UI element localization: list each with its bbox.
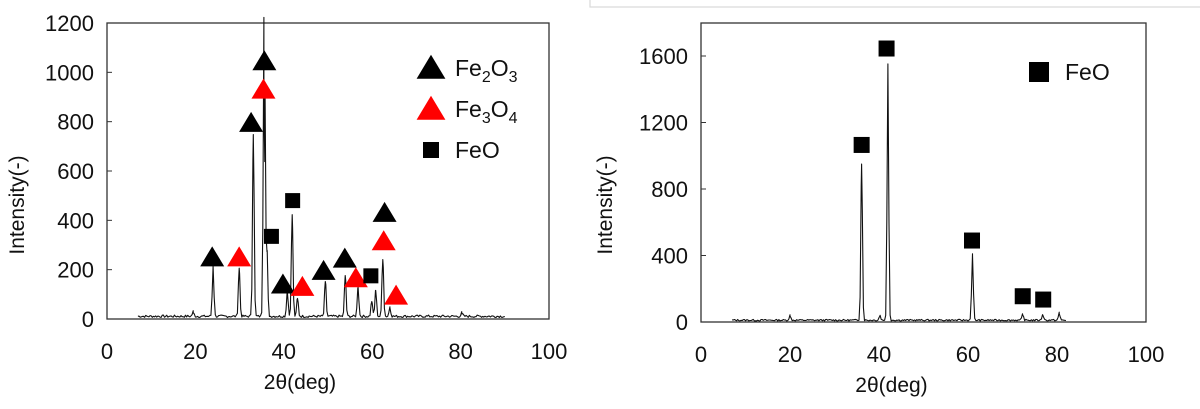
feo-square-marker-icon [285, 193, 301, 209]
x-tick-label: 40 [867, 342, 891, 367]
legend-label: FeO [455, 137, 500, 163]
fe3o4-triangle-marker-icon [290, 275, 315, 296]
y-tick-label: 400 [57, 208, 94, 233]
legend-label: Fe2O3 [455, 55, 518, 86]
fe2o3-triangle-marker-icon [270, 273, 295, 294]
fe3o4-triangle-marker-icon [371, 230, 396, 251]
left-xrd-chart: 0 200 400 600 800 1000 1200 0 20 40 60 80 100 2θ(deg)… [6, 11, 567, 394]
x-tick-label: 20 [778, 342, 802, 367]
y-axis-label: Intensity(-) [6, 155, 29, 254]
legend-square-icon [1029, 62, 1049, 82]
x-tick-label: 20 [183, 339, 207, 364]
fe2o3-triangle-marker-icon [200, 246, 225, 267]
fe2o3-triangle-marker-icon [372, 201, 397, 222]
fe3o4-triangle-marker-icon [343, 267, 368, 288]
fe2o3-triangle-marker-icon [252, 50, 277, 71]
y-tick-label: 600 [57, 159, 94, 184]
fe2o3-triangle-marker-icon [239, 111, 264, 132]
x-tick-label: 80 [1045, 342, 1069, 367]
fe2o3-triangle-marker-icon [332, 247, 357, 268]
feo-square-marker-icon [363, 268, 379, 284]
feo-square-marker-icon [1014, 288, 1031, 305]
container-frame [589, 0, 1200, 8]
y-tick-label: 800 [57, 110, 94, 135]
feo-square-marker-icon [964, 232, 981, 249]
x-tick-label: 80 [448, 339, 472, 364]
y-tick-label: 400 [651, 244, 688, 269]
x-tick-label: 0 [695, 342, 707, 367]
x-tick-label: 40 [272, 339, 296, 364]
x-axis-label: 2θ(deg) [855, 374, 927, 397]
y-tick-label: 1000 [45, 60, 94, 85]
y-tick-label: 1600 [639, 44, 688, 69]
fe3o4-triangle-marker-icon [384, 284, 409, 305]
right-xrd-chart: 0 400 800 1200 1600 0 20 40 60 80 100 2θ(deg) Intens… [594, 22, 1165, 397]
legend-square-icon [423, 142, 439, 158]
x-tick-label: 60 [360, 339, 384, 364]
x-tick-label: 60 [956, 342, 980, 367]
legend-triangle-icon [416, 54, 446, 79]
legend-triangle-icon [416, 95, 446, 120]
x-tick-label: 0 [101, 339, 113, 364]
xrd-pattern-line [732, 63, 1067, 322]
y-axis-label: Intensity(-) [594, 155, 617, 254]
legend-label: Fe3O4 [455, 96, 518, 127]
y-tick-label: 0 [82, 307, 94, 332]
feo-square-marker-icon [878, 40, 895, 57]
xrd-pattern-line [137, 16, 505, 319]
y-tick-label: 800 [651, 177, 688, 202]
fe2o3-triangle-marker-icon [311, 259, 336, 280]
x-axis-label: 2θ(deg) [264, 371, 336, 394]
y-tick-label: 1200 [45, 11, 94, 36]
y-tick-label: 0 [676, 310, 688, 335]
y-tick-label: 200 [57, 258, 94, 283]
feo-square-marker-icon [1035, 291, 1052, 308]
feo-square-marker-icon [853, 136, 870, 153]
feo-square-marker-icon [263, 228, 279, 244]
y-tick-label: 1200 [639, 111, 688, 136]
plot-area-frame [700, 22, 1147, 323]
legend-label: FeO [1065, 59, 1110, 85]
fe3o4-triangle-marker-icon [251, 78, 276, 99]
x-tick-label: 100 [531, 339, 568, 364]
fe3o4-triangle-marker-icon [227, 246, 252, 267]
x-tick-label: 100 [1128, 342, 1165, 367]
